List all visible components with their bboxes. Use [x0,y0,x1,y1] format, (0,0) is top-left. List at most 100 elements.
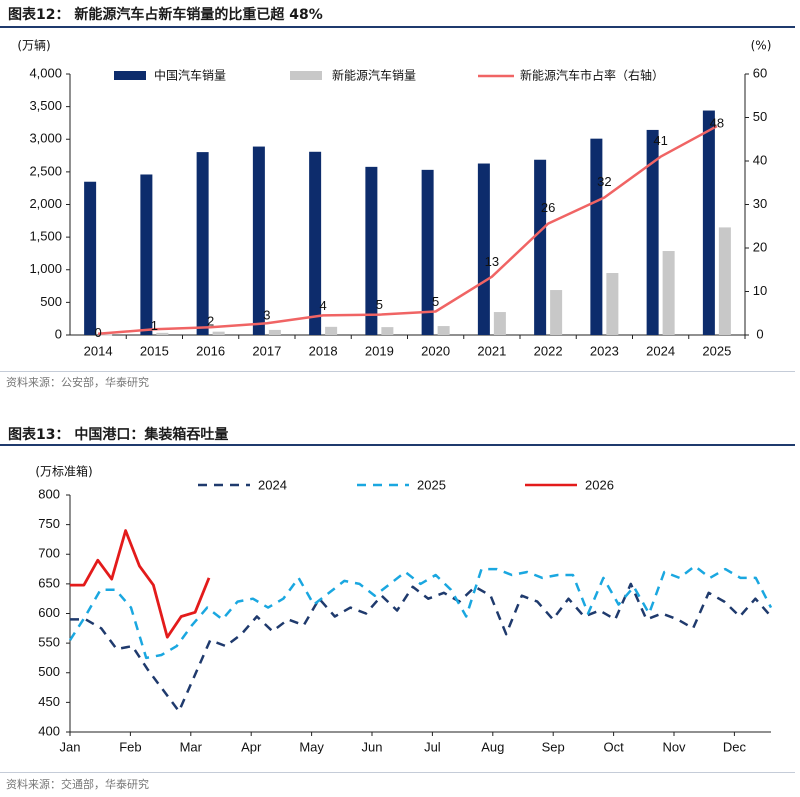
data-label: 2 [207,314,214,329]
x-tick-label: Apr [241,739,262,754]
x-tick-label: Feb [119,739,141,754]
series-line-2024 [70,582,772,713]
data-label: 41 [653,133,667,148]
data-label: 4 [320,298,327,313]
x-tick-label: 2019 [365,343,394,358]
legend-swatch-nev [290,71,322,80]
bar-total-sales [646,129,659,335]
right-tick-label: 40 [753,152,767,167]
bar-nev-sales [325,326,338,335]
bar-total-sales [252,146,265,335]
legend-swatch-total [114,71,146,80]
right-tick-label: 30 [753,196,767,211]
bar-total-sales [140,174,153,335]
bar-nev-sales [437,326,450,335]
bar-total-sales [196,152,209,335]
bar-nev-sales [100,334,113,336]
x-tick-label: Jul [424,739,441,754]
right-axis-unit: (%) [751,39,772,53]
left-tick-label: 2,000 [29,196,62,211]
x-tick-label: 2014 [84,343,113,358]
x-tick-label: 2018 [309,343,338,358]
x-tick-label: 2024 [646,343,675,358]
x-tick-label: Sep [542,739,565,754]
bar-total-sales [534,159,547,335]
right-tick-label: 10 [753,283,767,298]
data-label: 1 [151,318,158,333]
y-tick-label: 500 [38,664,60,679]
data-label: 32 [597,174,611,189]
left-tick-label: 500 [40,294,62,309]
data-label: 26 [541,200,555,215]
bar-total-sales [365,166,378,335]
y-tick-label: 450 [38,694,60,709]
x-tick-label: 2022 [534,343,563,358]
x-tick-label: Nov [662,739,686,754]
right-tick-label: 60 [753,65,767,80]
x-tick-label: Mar [180,739,203,754]
left-tick-label: 4,000 [29,65,62,80]
figure-2-title: 图表13： 中国港口：集装箱吞吐量 [8,427,229,443]
series-line-2025 [68,564,773,660]
figure-2-source: 资料来源：交通部，华泰研究 [6,778,149,791]
series-line-2026 [70,529,211,639]
legend-label-2024: 2024 [258,477,287,492]
bar-nev-sales [381,327,394,335]
x-tick-label: 2016 [196,343,225,358]
left-axis-unit: (万辆) [17,39,50,53]
x-tick-label: 2025 [702,343,731,358]
bar-total-sales [590,138,603,335]
figure-2-title-rule [0,444,795,446]
bar-nev-sales [606,273,619,335]
left-tick-label: 1,000 [29,261,62,276]
x-tick-label: 2021 [477,343,506,358]
figure-1-source: 资料来源：公安部，华泰研究 [6,376,149,389]
line-nev-share [98,125,718,335]
bar-nev-sales [662,251,675,335]
y-tick-label: 700 [38,546,60,561]
x-tick-label: May [299,739,324,754]
chart-2: (万标准箱) 400 450 500 550 600 650 700 750 800 Jan Feb M… [35,464,773,754]
left-tick-label: 2,500 [29,163,62,178]
x-tick-label: Jan [60,739,81,754]
data-label: 48 [710,116,724,131]
x-tick-label: 2023 [590,343,619,358]
bar-nev-sales [212,331,225,335]
y-tick-label: 750 [38,516,60,531]
data-label: 5 [432,294,439,309]
left-tick-label: 3,500 [29,98,62,113]
bar-total-sales [702,110,715,335]
bar-total-sales [421,169,434,335]
legend-label-2026: 2026 [585,477,614,492]
x-tick-label: 2015 [140,343,169,358]
figure-1-source-rule [0,371,795,372]
right-tick-label: 50 [753,109,767,124]
y-tick-label: 800 [38,486,60,501]
y-tick-label: 400 [38,723,60,738]
data-label: 13 [485,254,499,269]
legend-label-share: 新能源汽车市占率（右轴） [520,68,664,83]
data-label: 3 [263,308,270,323]
legend-label-total: 中国汽车销量 [154,68,226,83]
right-tick-label: 20 [753,239,767,254]
y-tick-label: 650 [38,575,60,590]
data-label: 5 [376,297,383,312]
y-tick-label: 600 [38,605,60,620]
bar-nev-sales [550,290,563,335]
left-tick-label: 0 [55,326,62,341]
x-tick-label: Aug [481,739,504,754]
x-tick-label: Oct [603,739,624,754]
y-tick-label: 550 [38,635,60,650]
bar-total-sales [84,181,97,335]
x-tick-label: Dec [723,739,747,754]
chart-1: (万辆) (%) 0 500 1,000 1,500 2,000 2,500 3,000 3,50… [17,39,772,359]
figure-1-title: 图表12： 新能源汽车占新车销量的比重已超 48% [8,7,323,23]
left-tick-label: 3,000 [29,131,62,146]
x-tick-label: Jun [362,739,383,754]
bar-total-sales [477,163,490,335]
figure-2-source-rule [0,772,795,773]
x-tick-label: 2020 [421,343,450,358]
figure-1-title-rule [0,26,795,28]
legend-label-nev: 新能源汽车销量 [332,68,416,83]
left-tick-label: 1,500 [29,229,62,244]
